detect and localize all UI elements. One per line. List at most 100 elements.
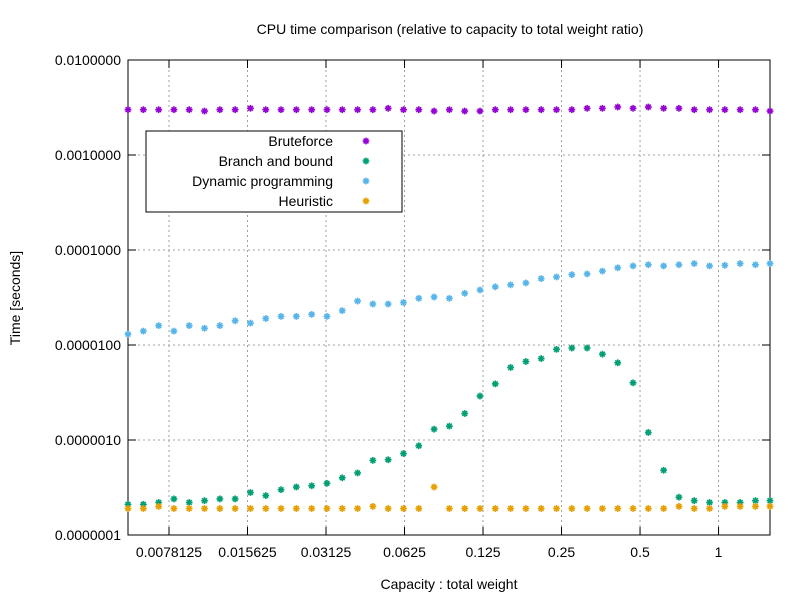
x-tick-label: 1 <box>715 544 723 560</box>
data-point <box>400 299 407 306</box>
data-point <box>752 261 759 269</box>
data-points <box>124 103 774 512</box>
data-point <box>461 410 469 417</box>
y-tick-label: 0.0000010 <box>55 432 121 448</box>
data-point <box>247 104 254 112</box>
data-point <box>706 499 713 506</box>
data-point <box>752 497 759 505</box>
data-point <box>736 260 744 267</box>
data-point <box>384 456 392 464</box>
data-point <box>231 106 239 114</box>
y-tick-label: 0.0100000 <box>55 52 121 68</box>
data-point <box>461 289 469 297</box>
x-tick-label: 0.015625 <box>218 544 277 560</box>
data-point <box>690 505 698 512</box>
data-point <box>323 505 331 512</box>
data-point <box>491 505 499 512</box>
data-point <box>476 392 484 400</box>
data-point <box>338 505 346 512</box>
data-point <box>660 262 668 270</box>
data-point <box>308 482 316 490</box>
legend-label: Dynamic programming <box>192 173 333 189</box>
data-point <box>338 307 346 315</box>
data-point <box>338 106 346 114</box>
data-point <box>277 505 285 512</box>
data-point <box>721 503 729 510</box>
chart-title: CPU time comparison (relative to capacit… <box>257 21 644 37</box>
data-point <box>568 106 576 114</box>
data-point <box>644 261 652 269</box>
data-point <box>476 505 484 512</box>
data-point <box>170 106 178 114</box>
data-point <box>262 106 270 114</box>
data-point <box>185 499 193 506</box>
data-point <box>629 379 637 387</box>
data-point <box>583 344 591 352</box>
series-branch-and-bound <box>124 344 774 508</box>
legend-marker <box>362 137 370 145</box>
data-point <box>660 466 668 474</box>
data-point <box>644 429 652 436</box>
data-point <box>690 106 698 114</box>
data-point <box>644 505 652 512</box>
data-point <box>706 262 713 270</box>
data-point <box>185 505 193 512</box>
data-point <box>139 106 147 114</box>
data-point <box>170 327 178 335</box>
data-point <box>522 505 530 512</box>
data-point <box>752 106 759 114</box>
data-point <box>170 495 178 503</box>
data-point <box>400 505 407 512</box>
y-tick-label: 0.0000001 <box>55 527 121 543</box>
data-point <box>537 505 545 512</box>
data-point <box>155 322 163 330</box>
data-point <box>216 322 224 330</box>
data-point <box>491 106 499 114</box>
data-point <box>277 313 285 320</box>
data-point <box>369 456 377 464</box>
data-point <box>507 364 514 371</box>
data-point <box>430 483 438 491</box>
data-point <box>507 281 514 289</box>
plot-frame <box>127 59 771 536</box>
data-point <box>553 106 560 114</box>
data-point <box>262 505 270 512</box>
data-point <box>323 313 331 320</box>
data-point <box>583 104 591 112</box>
data-point <box>644 103 652 111</box>
data-point <box>369 106 377 114</box>
legend-item: Branch and bound <box>219 153 370 169</box>
x-tick-label: 0.125 <box>466 544 501 560</box>
data-point <box>415 505 423 512</box>
data-point <box>247 489 254 496</box>
series-bruteforce <box>124 103 774 115</box>
data-point <box>124 505 132 512</box>
data-point <box>201 497 208 505</box>
data-point <box>277 486 285 494</box>
legend-item: Bruteforce <box>268 133 370 149</box>
data-point <box>660 505 668 512</box>
data-point <box>445 422 453 430</box>
data-point <box>369 300 377 308</box>
data-point <box>430 107 438 115</box>
data-point <box>216 505 224 512</box>
data-point <box>614 264 622 272</box>
data-point <box>415 442 423 450</box>
data-point <box>766 497 774 505</box>
data-point <box>308 310 316 318</box>
data-point <box>124 106 132 114</box>
x-tick-label: 0.25 <box>548 544 575 560</box>
data-point <box>262 492 270 499</box>
data-point <box>766 503 774 510</box>
y-axis: 0.0000001 0.0000010 0.0000100 0.0001000 0.00… <box>55 52 770 543</box>
data-point <box>553 505 560 512</box>
x-tick-label: 0.5 <box>630 544 650 560</box>
data-point <box>629 262 637 270</box>
data-point <box>430 293 438 301</box>
data-point <box>736 503 744 510</box>
data-point <box>599 104 606 112</box>
data-point <box>476 107 484 115</box>
data-point <box>185 106 193 114</box>
data-point <box>675 261 683 269</box>
data-point <box>766 260 774 267</box>
